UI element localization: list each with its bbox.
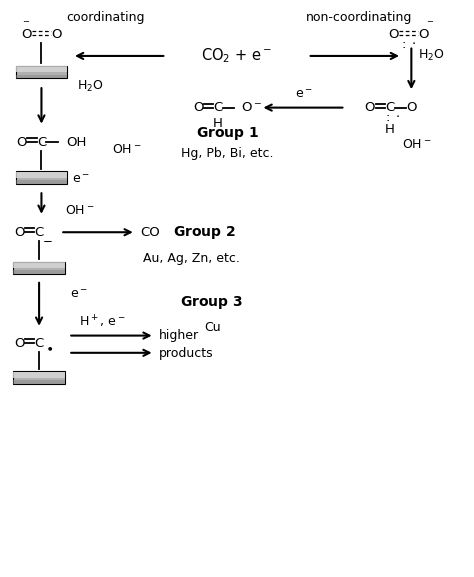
Text: coordinating: coordinating (66, 11, 144, 24)
Text: higher
products: higher products (159, 329, 214, 359)
Text: C: C (37, 136, 46, 148)
Text: OH$^-$: OH$^-$ (112, 143, 142, 156)
Text: e$^-$: e$^-$ (70, 288, 88, 301)
Text: O$^-$: O$^-$ (241, 101, 262, 114)
Text: H$_2$O: H$_2$O (77, 79, 103, 94)
Bar (16, 66, 67, 78)
Bar (16, 180, 67, 184)
Bar (13, 380, 65, 384)
Bar (13, 262, 65, 268)
Text: $\mathdefault{:\cdot}$: $\mathdefault{:\cdot}$ (383, 111, 400, 125)
Text: $\mathbf{Group\ 1}$: $\mathbf{Group\ 1}$ (196, 125, 259, 142)
Text: e$^-$: e$^-$ (295, 88, 313, 101)
Text: O: O (21, 28, 32, 41)
Bar (16, 74, 67, 78)
Text: H: H (385, 123, 395, 136)
Bar (16, 172, 67, 178)
Text: O: O (365, 101, 375, 114)
Bar (13, 261, 65, 274)
Text: O: O (51, 28, 62, 41)
Text: O: O (14, 336, 25, 350)
Text: non-coordinating: non-coordinating (306, 11, 413, 24)
Text: $-$: $-$ (42, 233, 53, 246)
Text: O: O (17, 136, 27, 148)
Text: C: C (35, 336, 44, 350)
Text: C: C (35, 226, 44, 239)
Text: OH$^-$: OH$^-$ (402, 138, 431, 151)
Text: O: O (406, 101, 417, 114)
Text: C: C (213, 101, 223, 114)
Text: H$_2$O: H$_2$O (419, 48, 445, 63)
Text: H: H (213, 117, 223, 130)
Text: e$^-$: e$^-$ (72, 173, 90, 186)
Bar (13, 371, 65, 384)
Text: O: O (14, 226, 25, 239)
Text: H$^+$, e$^-$: H$^+$, e$^-$ (80, 314, 126, 330)
Text: OH: OH (66, 136, 86, 148)
Text: Hg, Pb, Bi, etc.: Hg, Pb, Bi, etc. (182, 147, 274, 160)
Text: OH$^-$: OH$^-$ (65, 204, 94, 218)
Text: Au, Ag, Zn, etc.: Au, Ag, Zn, etc. (143, 252, 240, 265)
Text: O: O (193, 101, 204, 114)
Text: O: O (388, 28, 399, 41)
Text: CO$_2$ + e$^-$: CO$_2$ + e$^-$ (201, 47, 273, 65)
Text: $^-$: $^-$ (21, 18, 31, 31)
Text: $^-$: $^-$ (425, 18, 435, 31)
Text: CO: CO (140, 226, 160, 239)
Text: Cu: Cu (204, 321, 220, 334)
Bar (16, 66, 67, 72)
Bar (13, 372, 65, 377)
Text: C: C (385, 101, 395, 114)
Bar (16, 171, 67, 184)
Text: O: O (419, 28, 429, 41)
Text: $\bullet$: $\bullet$ (46, 341, 54, 354)
Text: $\mathbf{Group\ 2}$: $\mathbf{Group\ 2}$ (173, 224, 236, 241)
Text: $\mathdefault{:\cdot}$: $\mathdefault{:\cdot}$ (399, 38, 416, 51)
Text: $\mathbf{Group\ 3}$: $\mathbf{Group\ 3}$ (181, 294, 243, 312)
Bar (13, 271, 65, 274)
